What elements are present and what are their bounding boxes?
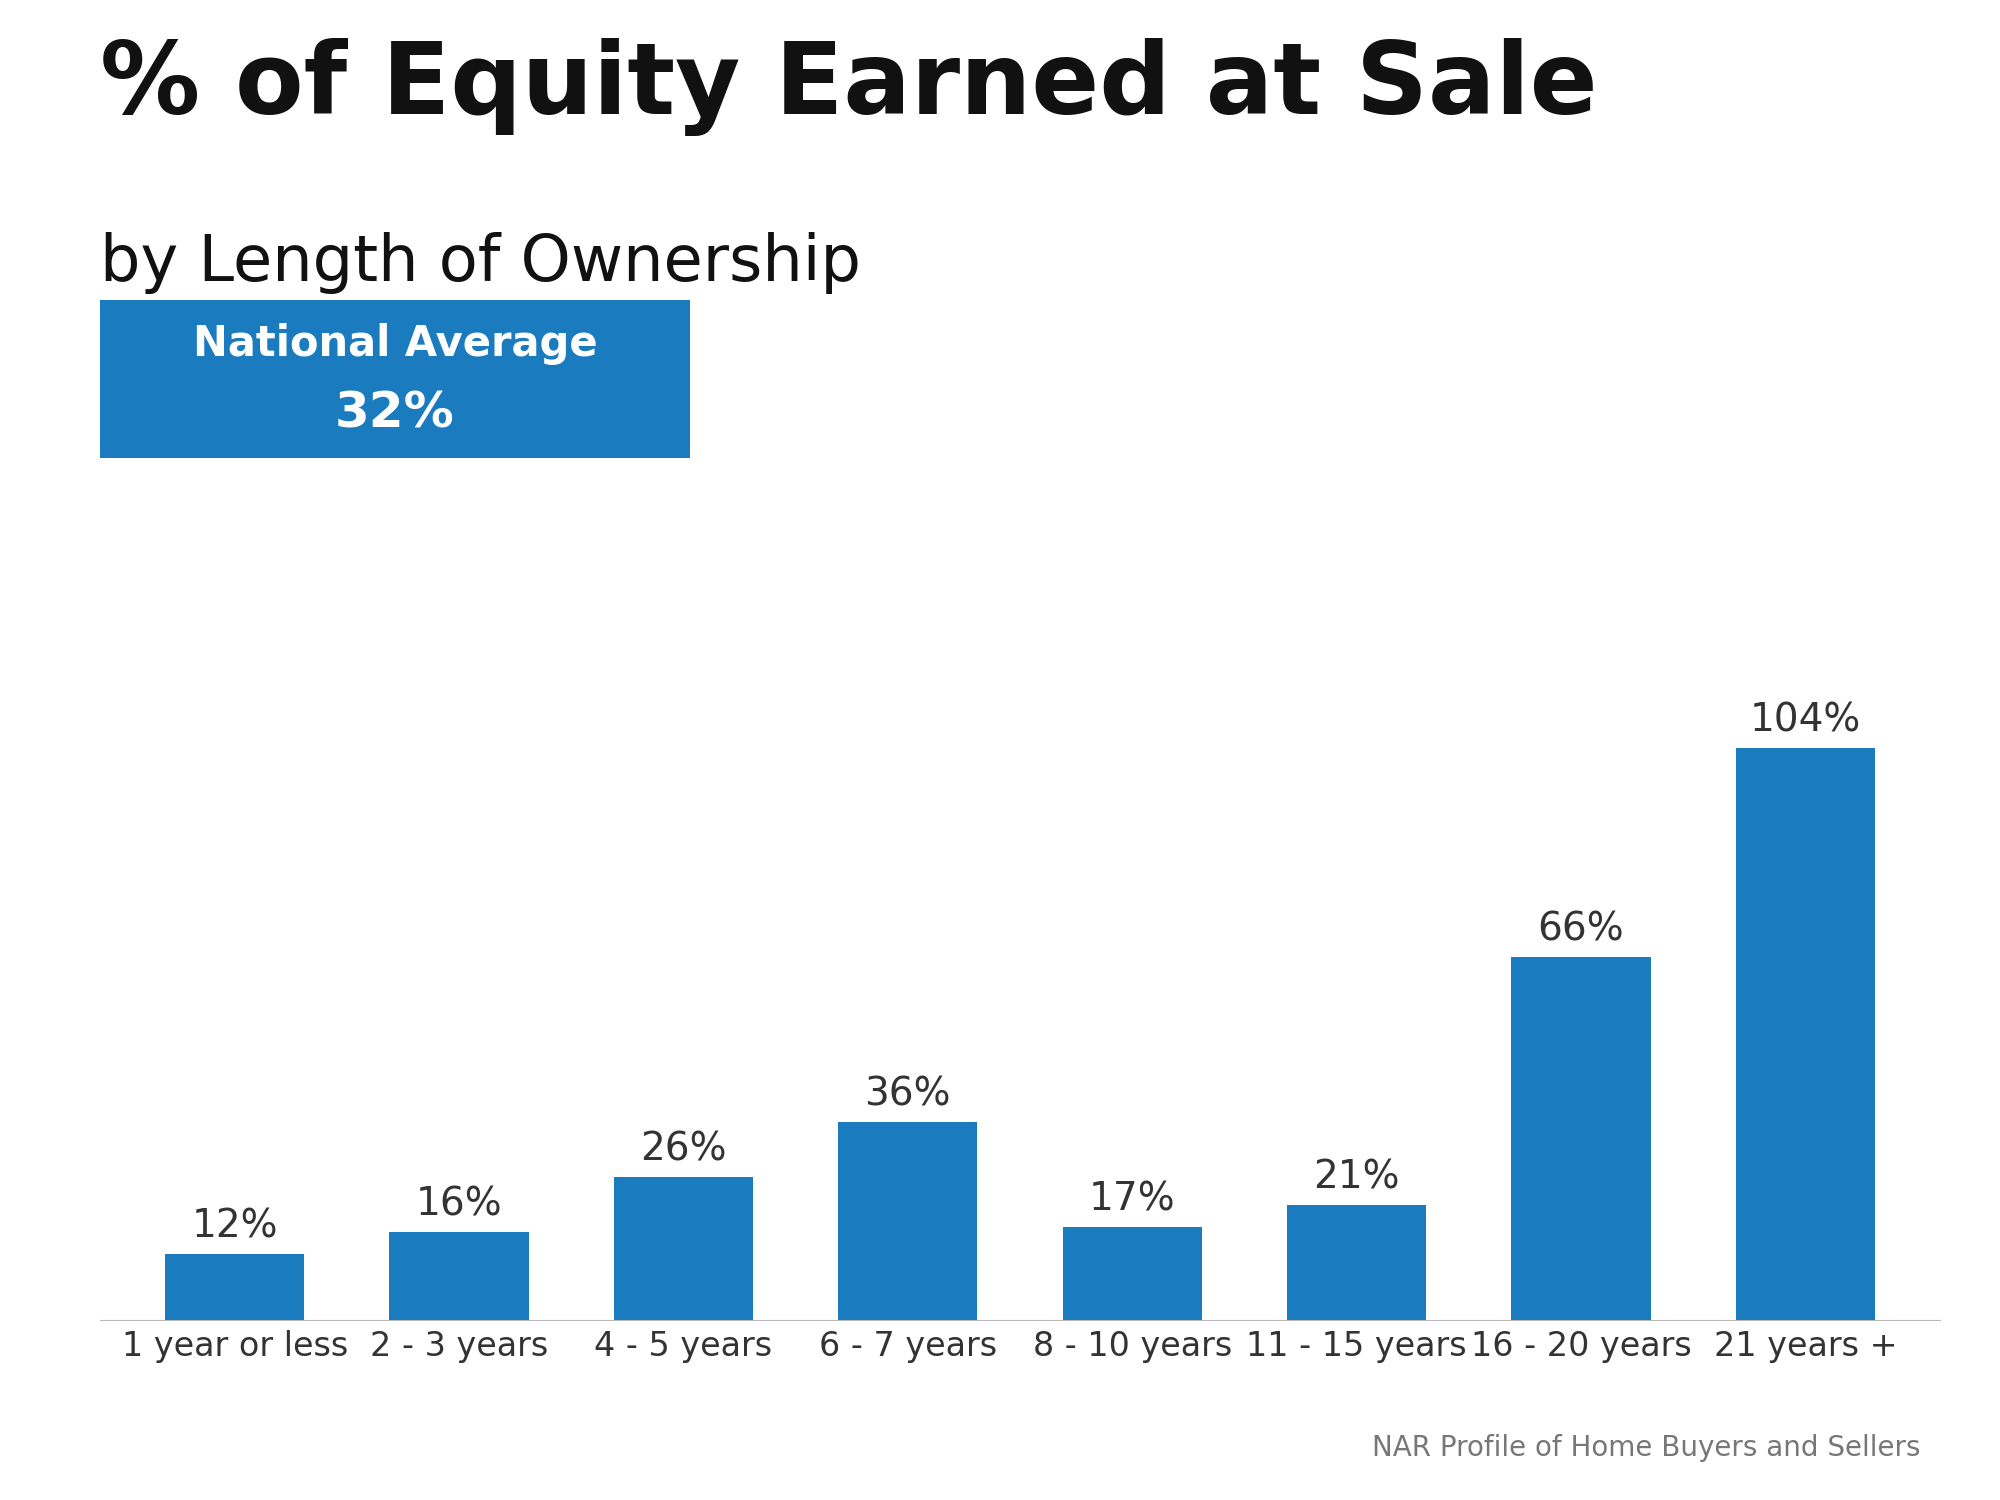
- Text: 16%: 16%: [416, 1185, 502, 1224]
- Bar: [1512, 957, 1650, 1320]
- Bar: [1062, 1227, 1202, 1320]
- Bar: [390, 1232, 528, 1320]
- Text: 17%: 17%: [1088, 1180, 1176, 1218]
- Text: 12%: 12%: [192, 1208, 278, 1245]
- Text: 36%: 36%: [864, 1076, 952, 1113]
- Text: 26%: 26%: [640, 1131, 726, 1168]
- Bar: [1288, 1204, 1426, 1320]
- Bar: [838, 1122, 978, 1320]
- Text: 66%: 66%: [1538, 910, 1624, 950]
- Text: 32%: 32%: [336, 390, 454, 438]
- Text: 21%: 21%: [1314, 1158, 1400, 1197]
- Bar: [1736, 748, 1874, 1320]
- Text: 104%: 104%: [1750, 702, 1860, 740]
- Text: NAR Profile of Home Buyers and Sellers: NAR Profile of Home Buyers and Sellers: [1372, 1434, 1920, 1462]
- Bar: [166, 1254, 304, 1320]
- Text: by Length of Ownership: by Length of Ownership: [100, 232, 860, 294]
- Bar: [614, 1178, 752, 1320]
- Text: National Average: National Average: [192, 322, 598, 364]
- Text: % of Equity Earned at Sale: % of Equity Earned at Sale: [100, 38, 1598, 135]
